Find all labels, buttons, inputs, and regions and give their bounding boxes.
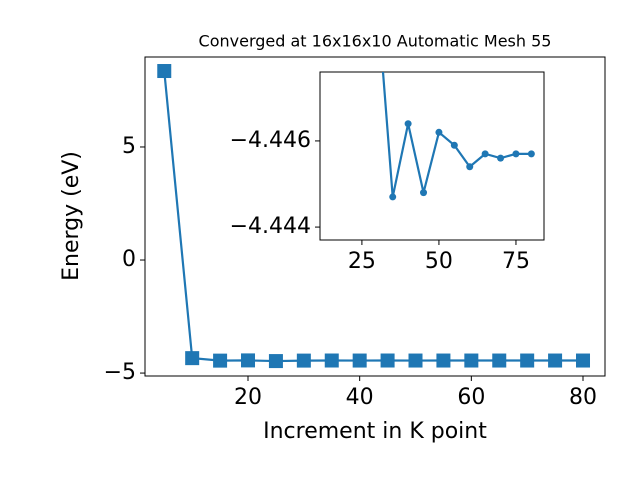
plot-area <box>157 64 591 369</box>
marker <box>185 351 200 366</box>
x-axis-label: Increment in K point <box>263 419 487 444</box>
marker <box>404 120 412 128</box>
marker <box>380 353 395 368</box>
x-tick-label: 20 <box>234 385 262 410</box>
x-tick-label: 60 <box>457 385 485 410</box>
marker <box>296 353 311 368</box>
marker <box>435 128 443 136</box>
x-tick-label: 25 <box>348 249 376 274</box>
marker <box>576 353 591 368</box>
marker <box>512 150 520 158</box>
marker <box>464 353 479 368</box>
marker <box>268 354 283 369</box>
marker <box>527 150 535 158</box>
x-tick-label: 80 <box>569 385 597 410</box>
y-axis-label: Energy (eV) <box>59 151 84 281</box>
y-tick-label: 0 <box>122 247 136 272</box>
marker <box>436 353 451 368</box>
marker <box>324 353 339 368</box>
y-tick-label: −4.446 <box>230 128 311 153</box>
marker <box>497 154 505 162</box>
marker <box>481 150 489 158</box>
marker <box>450 141 458 149</box>
x-tick-label: 50 <box>425 249 453 274</box>
y-tick-label: 5 <box>122 134 136 159</box>
marker <box>374 0 381 2</box>
chart-title: Converged at 16x16x10 Automatic Mesh 55 <box>199 32 552 51</box>
marker <box>157 64 172 79</box>
line <box>163 70 584 363</box>
x-tick-label: 75 <box>502 249 530 274</box>
marker <box>466 163 474 171</box>
y-tick-label: −4.444 <box>230 214 311 239</box>
marker <box>408 353 423 368</box>
marker <box>548 353 563 368</box>
marker <box>520 353 535 368</box>
x-tick-label: 40 <box>346 385 374 410</box>
marker <box>420 189 428 197</box>
marker <box>389 193 397 201</box>
marker <box>492 353 507 368</box>
plot-area <box>374 0 535 201</box>
marker <box>352 353 367 368</box>
marker <box>241 353 256 368</box>
y-tick-label: −5 <box>104 360 136 385</box>
marker <box>213 353 228 368</box>
